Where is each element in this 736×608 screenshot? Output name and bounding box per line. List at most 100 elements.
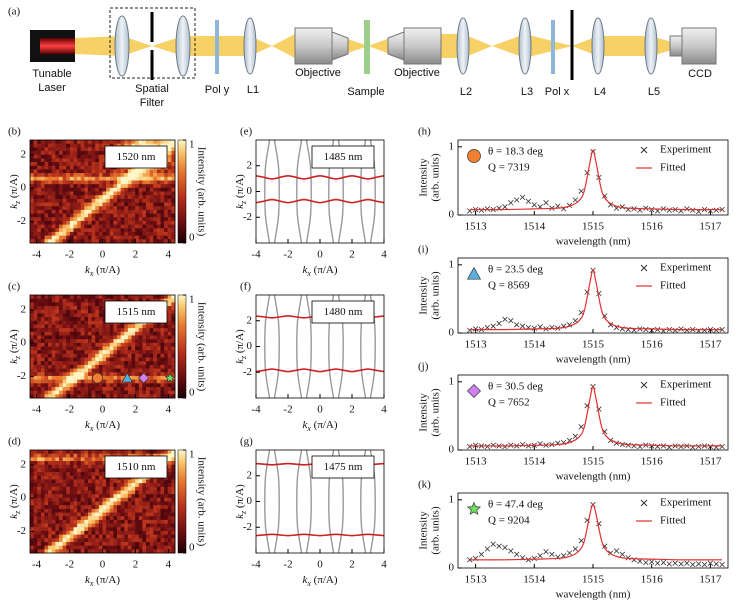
- data-point: [566, 550, 573, 556]
- heatmap-cell: [55, 220, 60, 226]
- heatmap-cell: [106, 512, 111, 517]
- heatmap-cell: [131, 176, 136, 181]
- heatmap-cell: [88, 224, 93, 229]
- heatmap-cell: [62, 184, 67, 189]
- heatmap-cell: [33, 545, 38, 550]
- heatmap-cell: [51, 372, 56, 377]
- heatmap-cell: [124, 220, 129, 226]
- heatmap-cell: [113, 523, 118, 528]
- heatmap-cell: [77, 383, 82, 388]
- heatmap-cell: [69, 295, 74, 300]
- heatmap-cell: [160, 228, 165, 233]
- heatmap-cell: [142, 239, 147, 244]
- heatmap-cell: [30, 541, 35, 547]
- heatmap-cell: [33, 512, 38, 517]
- heatmap-cell: [98, 151, 103, 156]
- heatmap-cell: [153, 220, 158, 226]
- heatmap-cell: [84, 519, 89, 524]
- heatmap-cell: [48, 206, 53, 211]
- heatmap-cell: [146, 235, 151, 240]
- heatmap-cell: [164, 295, 169, 300]
- heatmap-cell: [156, 527, 161, 532]
- heatmap-cell: [37, 220, 42, 226]
- heatmap-cell: [131, 386, 136, 392]
- heatmap-cell: [30, 342, 35, 347]
- heatmap-cell: [95, 549, 100, 554]
- heatmap-cell: [138, 541, 143, 547]
- heatmap-cell: [106, 235, 111, 240]
- heatmap-cell: [77, 534, 82, 539]
- heatmap-cell: [37, 209, 42, 214]
- heatmap-cell: [164, 357, 169, 362]
- heatmap-cell: [146, 508, 151, 513]
- heatmap-cell: [66, 530, 71, 536]
- heatmap-cell: [131, 516, 136, 521]
- heatmap-cell: [30, 165, 35, 170]
- heatmap-cell: [124, 324, 129, 329]
- heatmap-cell: [44, 541, 49, 547]
- data-point: [508, 318, 514, 324]
- heatmap-cell: [153, 394, 158, 399]
- heatmap-cell: [120, 173, 125, 178]
- heatmap-cell: [149, 346, 154, 351]
- heatmap-cell: [91, 143, 96, 148]
- heatmap-cell: [109, 191, 114, 196]
- subscript: z: [239, 200, 248, 205]
- heatmap-cell: [44, 339, 49, 344]
- heatmap-cell: [149, 180, 154, 185]
- heatmap-cell: [153, 534, 158, 539]
- heatmap-cell: [153, 235, 158, 240]
- heatmap-cell: [138, 523, 143, 528]
- x-tick-label: 1517: [699, 221, 722, 233]
- heatmap-cell: [91, 483, 96, 488]
- data-point: [484, 206, 491, 212]
- heatmap-cell: [44, 545, 49, 550]
- heatmap-cell: [160, 335, 165, 340]
- heatmap-cell: [80, 184, 85, 189]
- heatmap-cell: [66, 490, 71, 495]
- heatmap-cell: [62, 187, 67, 192]
- heatmap-cell: [135, 339, 140, 344]
- heatmap-cell: [66, 364, 71, 369]
- heatmap-cell: [80, 527, 85, 532]
- heatmap-cell: [40, 235, 45, 240]
- heatmap-cell: [120, 295, 125, 300]
- heatmap-cell: [37, 523, 42, 528]
- heatmap-cell: [37, 217, 42, 222]
- heatmap-cell: [167, 534, 172, 539]
- heatmap-cell: [80, 479, 85, 484]
- heatmap-cell: [156, 176, 161, 181]
- heatmap-cell: [102, 505, 107, 510]
- heatmap-cell: [109, 523, 114, 528]
- heatmap-cell: [44, 379, 49, 384]
- heatmap-cell: [117, 379, 122, 384]
- heatmap-cell: [88, 472, 93, 477]
- heatmap-cell: [142, 534, 147, 539]
- x-tick-label: 4: [166, 559, 172, 571]
- heatmap-cell: [37, 206, 42, 211]
- x-tick-label: 0: [100, 404, 106, 416]
- heatmap-cell: [40, 483, 45, 488]
- heatmap-cell: [40, 298, 45, 303]
- heatmap-cell: [135, 239, 140, 244]
- heatmap-cell: [124, 486, 129, 491]
- data-point: [649, 206, 655, 213]
- heatmap-cell: [106, 368, 111, 373]
- heatmap-cell: [171, 320, 176, 325]
- heatmap-cell: [73, 173, 78, 178]
- symbol: k: [8, 513, 20, 519]
- lens: [175, 15, 191, 77]
- heatmap-cell: [135, 331, 140, 336]
- heatmap-cell: [80, 497, 85, 502]
- heatmap-cell: [51, 176, 56, 181]
- heatmap-cell: [156, 346, 161, 351]
- heatmap-cell: [146, 479, 151, 484]
- heatmap-cell: [91, 154, 96, 159]
- heatmap-cell: [30, 464, 35, 469]
- heatmap-cell: [142, 505, 147, 510]
- heatmap-cell: [51, 394, 56, 399]
- heatmap-cell: [73, 501, 78, 506]
- heatmap-cell: [156, 361, 161, 366]
- heatmap-cell: [40, 383, 45, 388]
- heatmap-cell: [95, 335, 100, 340]
